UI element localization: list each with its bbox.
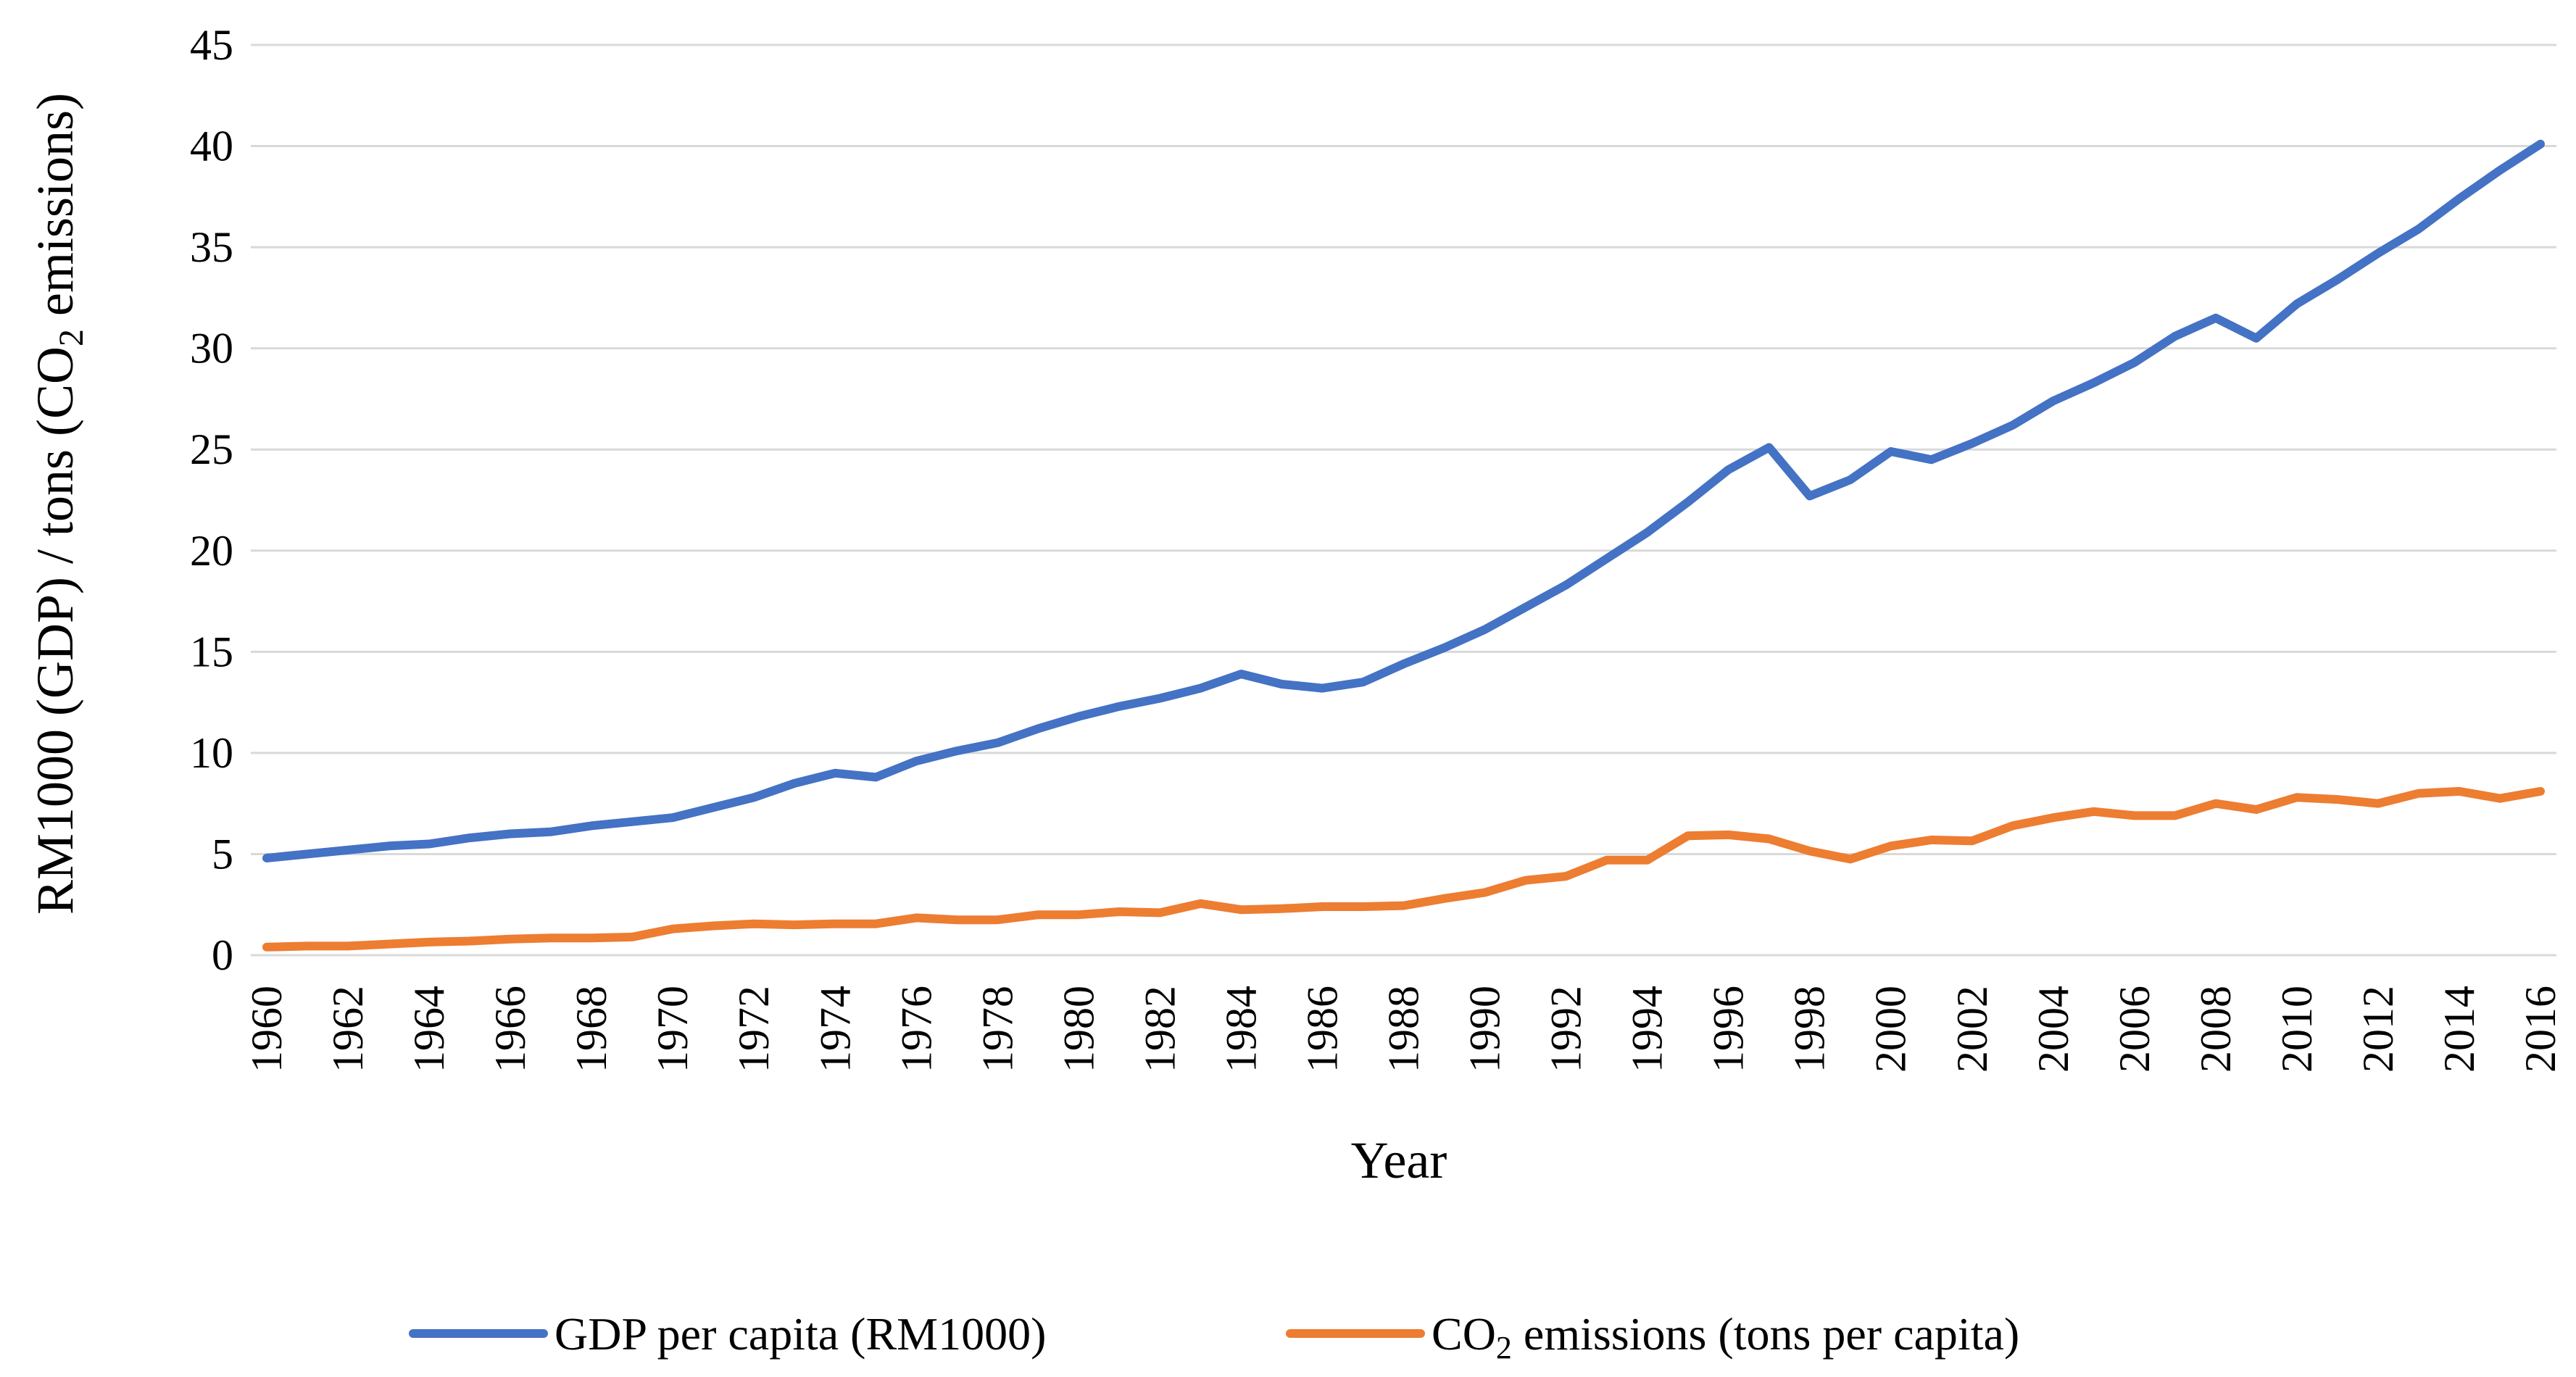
y-tick-label-10: 10	[190, 729, 233, 777]
x-tick-label-1984: 1984	[1217, 986, 1265, 1073]
y-tick-label-35: 35	[190, 223, 233, 271]
y-axis-title-suffix: emissions)	[26, 93, 84, 329]
x-tick-label-1990: 1990	[1461, 986, 1509, 1073]
y-tick-label-40: 40	[190, 122, 233, 170]
x-tick-label-1976: 1976	[892, 986, 940, 1073]
x-axis-ticks: 1960 1962 1964 1966 1968 1970 1972 1974 1976 1978…	[243, 986, 2564, 1073]
x-tick-label-1988: 1988	[1380, 986, 1428, 1073]
x-tick-label-1986: 1986	[1298, 986, 1346, 1073]
y-axis-title-subscript: 2	[52, 329, 91, 346]
x-tick-label-1978: 1978	[973, 986, 1021, 1073]
x-tick-label-2000: 2000	[1867, 986, 1915, 1073]
x-tick-label-2012: 2012	[2354, 986, 2402, 1073]
x-tick-label-1980: 1980	[1055, 986, 1102, 1073]
legend-label-co2: CO2 emissions (tons per capita)	[1432, 1308, 2019, 1365]
x-tick-label-1968: 1968	[568, 986, 615, 1073]
y-tick-label-5: 5	[212, 830, 233, 878]
series-line-gdp	[262, 139, 2545, 862]
y-axis-title-prefix: RM1000 (GDP) / tons (CO	[26, 346, 84, 915]
x-tick-label-1964: 1964	[405, 986, 453, 1073]
legend: GDP per capita (RM1000) CO2 emissions (to…	[409, 1308, 2019, 1365]
y-tick-label-45: 45	[190, 21, 233, 69]
x-tick-label-1962: 1962	[324, 986, 372, 1073]
legend-label-gdp: GDP per capita (RM1000)	[554, 1308, 1046, 1360]
x-tick-label-1994: 1994	[1624, 986, 1671, 1073]
y-tick-label-30: 30	[190, 325, 233, 373]
x-tick-label-1982: 1982	[1136, 986, 1184, 1073]
x-axis-title: Year	[1351, 1131, 1447, 1189]
x-tick-label-2006: 2006	[2111, 986, 2159, 1073]
y-tick-label-25: 25	[190, 425, 233, 473]
x-tick-label-2010: 2010	[2273, 986, 2321, 1073]
y-axis-title: RM1000 (GDP) / tons (CO2 emissions)	[26, 93, 91, 915]
x-tick-label-1974: 1974	[811, 986, 859, 1073]
x-tick-label-1992: 1992	[1542, 986, 1590, 1073]
y-axis-ticks: 0 5 10 15 20 25 30 35 40 45	[190, 21, 233, 979]
y-tick-label-20: 20	[190, 527, 233, 575]
y-tick-label-0: 0	[212, 931, 233, 979]
x-tick-label-1970: 1970	[649, 986, 697, 1073]
x-tick-label-2014: 2014	[2435, 986, 2483, 1073]
series-lines	[262, 139, 2545, 952]
x-tick-label-2008: 2008	[2192, 986, 2240, 1073]
x-tick-label-1966: 1966	[486, 986, 534, 1073]
x-tick-label-1972: 1972	[730, 986, 778, 1073]
x-tick-label-2016: 2016	[2517, 986, 2564, 1073]
gridlines	[251, 43, 2556, 957]
series-line-co2	[262, 786, 2545, 952]
x-tick-label-2004: 2004	[2029, 986, 2077, 1073]
x-tick-label-1960: 1960	[243, 986, 291, 1073]
x-tick-label-1998: 1998	[1786, 986, 1834, 1073]
x-tick-label-1996: 1996	[1705, 986, 1753, 1073]
y-tick-label-15: 15	[190, 628, 233, 675]
x-tick-label-2002: 2002	[1948, 986, 1996, 1073]
